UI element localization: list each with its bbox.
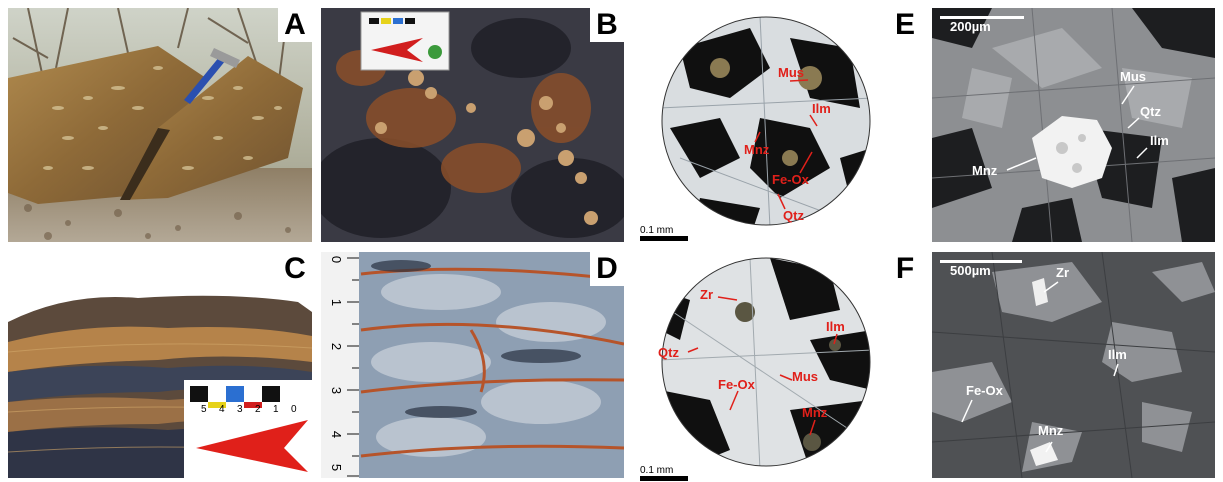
scale-bar-label: 0.1 mm: [640, 225, 674, 236]
photo-panel-a: A: [8, 8, 312, 242]
scale-bar-label: 0.1 mm: [640, 465, 674, 476]
scale-digit-0: 0: [291, 404, 297, 415]
bse-image-e: [932, 8, 1215, 242]
label-mnz: Mnz: [802, 405, 828, 420]
label-fe-ox: Fe-Ox: [966, 383, 1003, 398]
photo-panel-d: 0 1 2 3 4 5 D: [321, 252, 624, 478]
closeup-rock-photo: [321, 8, 624, 242]
label-mnz: Mnz: [972, 163, 998, 178]
panel-letter-d: D: [590, 252, 624, 286]
sem-scale-label: 200µm: [950, 19, 991, 34]
ruler-digit-5: 5: [329, 463, 345, 472]
panel-letter-a: A: [278, 8, 312, 42]
ruler-digit-3: 3: [329, 386, 345, 395]
ruler-digit-2: 2: [329, 342, 345, 351]
label-mus: Mus: [792, 369, 818, 384]
sem-panel-f: 500µm Zr Ilm Fe-Ox Mnz: [932, 252, 1215, 478]
label-zr: Zr: [700, 287, 713, 302]
photo-panel-b: B: [321, 8, 624, 242]
panel-letter-b: B: [590, 8, 624, 42]
micrograph-panel-e: Mus Ilm Mnz Fe-Ox Qtz 0.1 mm E: [640, 8, 922, 244]
scale-card: [360, 11, 450, 71]
scale-digit-5: 5: [201, 404, 207, 415]
label-mus: Mus: [778, 65, 804, 80]
label-mnz: Mnz: [744, 142, 770, 157]
label-ilm: Ilm: [1108, 347, 1127, 362]
panel-letter-c: C: [278, 252, 312, 286]
label-qtz: Qtz: [783, 208, 804, 223]
label-ilm: Ilm: [826, 319, 845, 334]
hand-specimen-photo: [8, 252, 312, 478]
thin-section-photo-e: [640, 8, 922, 244]
panel-letter-e: E: [888, 8, 922, 42]
label-qtz: Qtz: [1140, 104, 1161, 119]
outcrop-photo: [8, 8, 312, 242]
thin-section-photo-f: [640, 250, 922, 482]
label-mnz: Mnz: [1038, 423, 1064, 438]
ruler-digit-1: 1: [329, 298, 345, 307]
micrograph-panel-f: Zr Ilm Qtz Fe-Ox Mus Mnz 0.1 mm F: [640, 250, 922, 482]
sem-panel-e: 200µm Mus Qtz Ilm Mnz: [932, 8, 1215, 242]
scale-unit-cm: cm: [286, 388, 300, 399]
label-ilm: Ilm: [1150, 133, 1169, 148]
label-mus: Mus: [1120, 69, 1146, 84]
panel-letter-f: F: [888, 252, 922, 286]
label-ilm: Ilm: [812, 101, 831, 116]
sem-scale-label: 500µm: [950, 263, 991, 278]
photo-panel-c: 5 4 3 2 1 0 cm C: [8, 252, 312, 478]
label-qtz: Qtz: [658, 345, 679, 360]
scale-digit-2: 2: [255, 404, 261, 415]
scale-digit-1: 1: [273, 404, 279, 415]
rock-hammer-icon: [184, 48, 240, 104]
scale-digit-3: 3: [237, 404, 243, 415]
ruler-digit-4: 4: [329, 430, 345, 439]
label-fe-ox: Fe-Ox: [772, 172, 809, 187]
ruler-digit-0: 0: [329, 255, 345, 264]
bse-image-f: [932, 252, 1215, 478]
sawn-slab-photo: [321, 252, 624, 478]
scale-card: [184, 380, 312, 478]
label-fe-ox: Fe-Ox: [718, 377, 755, 392]
scale-digit-4: 4: [219, 404, 225, 415]
label-zr: Zr: [1056, 265, 1069, 280]
